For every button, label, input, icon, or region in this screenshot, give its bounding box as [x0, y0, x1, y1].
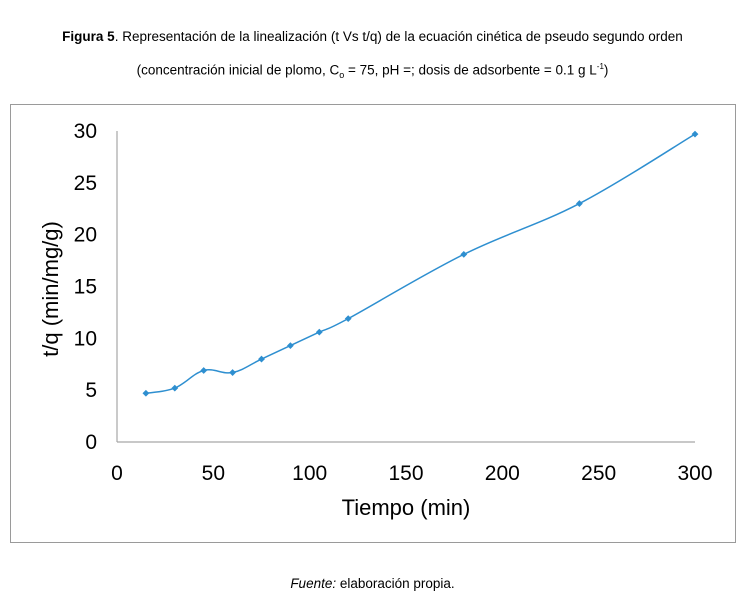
source-label: Fuente: [290, 576, 337, 591]
series-markers [142, 130, 699, 397]
y-axis-label: t/q (min/mg/g) [38, 221, 63, 357]
figure-caption-title: Figura 5. Representación de la linealiza… [0, 28, 745, 46]
figure-source: Fuente: elaboración propia. [0, 576, 745, 591]
y-tick-label: 15 [74, 276, 97, 299]
chart-axes [116, 131, 695, 443]
data-point [344, 315, 352, 323]
figure-caption-subtitle: (concentración inicial de plomo, Co = 75… [0, 58, 745, 84]
caption-line2-b: = 75, pH =; dosis de adsorbente = 0.1 g … [344, 62, 597, 78]
y-tick-label: 0 [85, 431, 97, 454]
series-line [145, 133, 696, 395]
data-point [142, 389, 150, 397]
y-tick-label: 30 [74, 120, 97, 143]
x-tick-label: 200 [485, 462, 520, 485]
figure-label: Figura 5 [62, 29, 115, 44]
x-tick-label: 50 [202, 462, 225, 485]
chart-tick-labels: 0 50 100 150 200 250 300 0 5 10 15 20 25 30 [74, 120, 713, 485]
y-tick-label: 5 [85, 379, 97, 402]
data-point [460, 250, 468, 258]
figure-caption-text: . Representación de la linealización (t … [114, 29, 683, 44]
x-tick-label: 300 [677, 462, 712, 485]
x-tick-label: 250 [581, 462, 616, 485]
x-axis-label: Tiempo (min) [342, 495, 471, 520]
data-point [200, 367, 208, 374]
chart-frame [10, 104, 736, 543]
caption-line2-sup: -1 [596, 62, 604, 71]
data-point [171, 384, 179, 392]
caption-line2-a: (concentración inicial de plomo, C [136, 62, 340, 78]
y-tick-label: 10 [74, 327, 97, 350]
y-tick-label: 25 [74, 172, 97, 195]
data-point [287, 342, 294, 349]
source-text: elaboración propia. [336, 576, 455, 591]
y-tick-label: 20 [74, 224, 97, 247]
x-tick-label: 150 [388, 462, 423, 485]
x-tick-label: 0 [111, 462, 123, 485]
data-point [315, 328, 323, 336]
data-point [258, 355, 265, 363]
data-point [576, 200, 583, 207]
caption-line2-c: ) [603, 62, 609, 78]
caption-line2-sub: o [339, 70, 345, 81]
data-point [691, 130, 699, 138]
data-point [229, 369, 236, 376]
x-tick-label: 100 [292, 462, 327, 485]
